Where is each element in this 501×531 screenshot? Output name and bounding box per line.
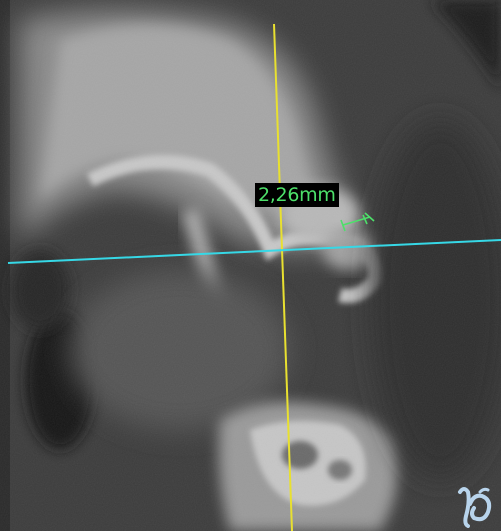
measurement-label[interactable]: 2,26mm bbox=[255, 183, 339, 207]
crosshair-vertical-line[interactable] bbox=[273, 23, 293, 531]
crosshair-horizontal-line[interactable] bbox=[7, 239, 501, 264]
distance-measurement-tool[interactable] bbox=[340, 212, 375, 232]
romexis-style-logo-icon bbox=[458, 487, 492, 528]
